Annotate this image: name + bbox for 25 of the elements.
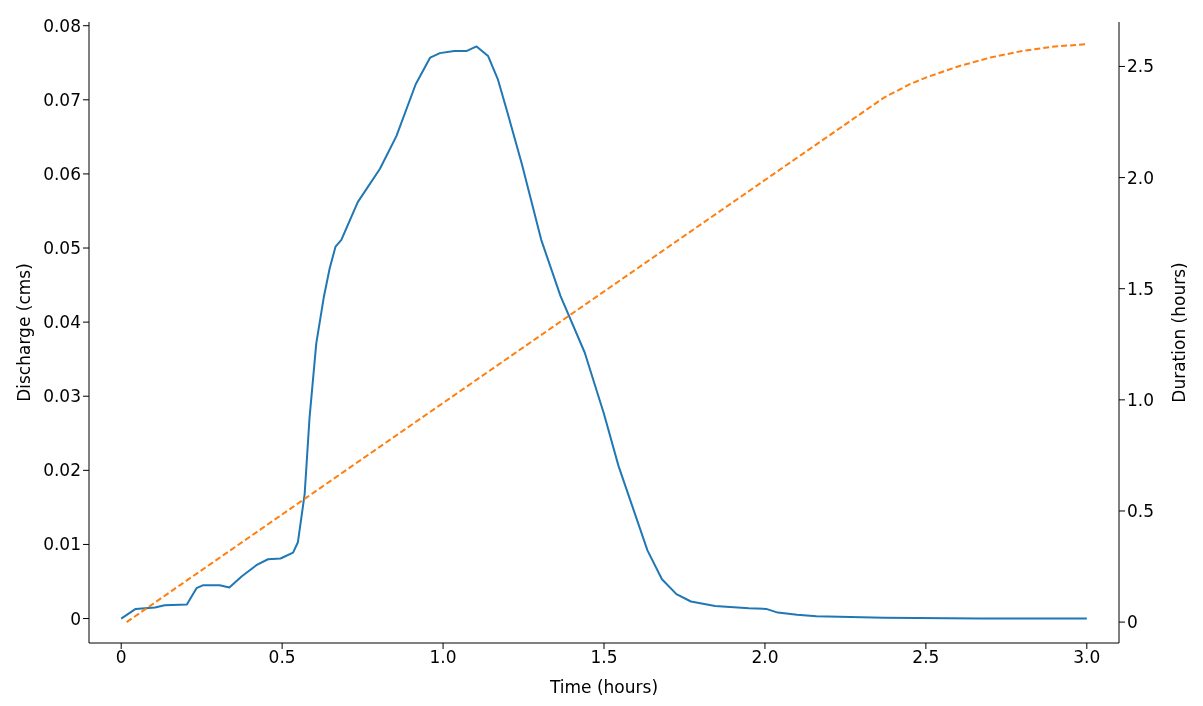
y-tick-label: 0.07 bbox=[43, 89, 81, 110]
x-tick-label: 2.0 bbox=[751, 647, 779, 668]
x-tick-label: 1.0 bbox=[429, 647, 457, 668]
y2-tick-label: 2.0 bbox=[1127, 167, 1155, 188]
y2-tick-label: 1.0 bbox=[1127, 389, 1155, 410]
x-tick-label: 3.0 bbox=[1073, 647, 1101, 668]
y-tick-label: 0 bbox=[70, 608, 81, 629]
y2-tick-label: 0 bbox=[1127, 612, 1138, 633]
y-tick-label: 0.05 bbox=[43, 238, 81, 259]
y2-tick-label: 1.5 bbox=[1127, 278, 1155, 299]
y2-axis-title: Duration (hours) bbox=[1169, 262, 1190, 403]
x-axis-title: Time (hours) bbox=[548, 677, 659, 697]
y2-tick-label: 0.5 bbox=[1127, 501, 1155, 522]
x-tick-label: 2.5 bbox=[912, 647, 940, 668]
y-axis-title: Discharge (cms) bbox=[14, 263, 35, 402]
y-tick-label: 0.04 bbox=[43, 312, 81, 333]
y-tick-label: 0.03 bbox=[43, 386, 81, 407]
y-tick-label: 0.02 bbox=[43, 460, 81, 481]
x-tick-label: 0.5 bbox=[268, 647, 296, 668]
y-tick-label: 0.06 bbox=[43, 163, 81, 184]
y-tick-label: 0.08 bbox=[43, 15, 81, 36]
x-tick-label: 0 bbox=[115, 647, 127, 668]
x-tick-label: 1.5 bbox=[590, 647, 618, 668]
y-tick-label: 0.01 bbox=[43, 534, 81, 555]
y2-tick-label: 2.5 bbox=[1127, 56, 1155, 77]
